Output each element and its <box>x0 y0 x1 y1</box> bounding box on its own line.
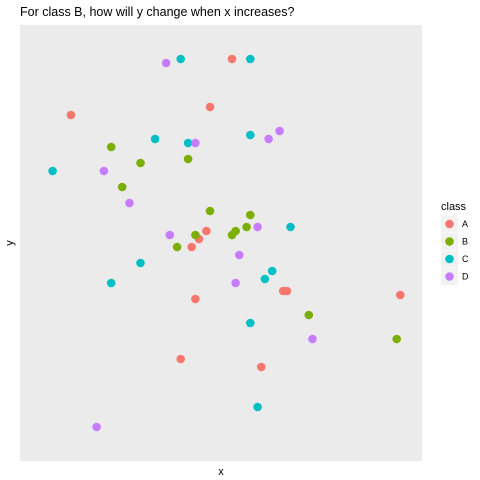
point-class-c-2 <box>246 54 255 64</box>
point-class-d-12 <box>92 422 101 432</box>
point-class-b-6 <box>246 210 255 220</box>
point-class-a-11 <box>176 354 185 364</box>
point-class-b-9 <box>227 230 237 240</box>
point-class-d-9 <box>235 250 244 260</box>
point-class-c-4 <box>183 138 193 148</box>
point-class-b-3 <box>183 154 193 164</box>
point-class-c-8 <box>136 258 145 268</box>
point-class-a-10 <box>396 290 405 300</box>
legend-label-d: D <box>462 272 469 282</box>
point-class-c-6 <box>48 166 57 176</box>
point-class-c-11 <box>106 278 116 288</box>
legend-label-c: C <box>462 254 469 264</box>
point-class-c-13 <box>253 402 262 412</box>
point-class-d-8 <box>253 222 262 232</box>
point-class-a-8 <box>278 286 288 296</box>
point-class-d-6 <box>125 198 134 208</box>
point-class-b-11 <box>172 242 182 252</box>
point-class-a-3 <box>66 110 76 120</box>
point-class-d-11 <box>308 334 317 344</box>
point-class-a-2 <box>205 102 215 112</box>
legend-label-b: B <box>462 237 468 247</box>
point-class-b-1 <box>106 142 116 152</box>
point-class-b-4 <box>117 182 127 192</box>
point-class-b-13 <box>392 334 402 344</box>
legend-title: class <box>441 201 467 213</box>
point-class-d-10 <box>231 278 240 288</box>
point-class-b-5 <box>205 206 215 216</box>
point-class-b-12 <box>304 310 314 320</box>
points-layer <box>48 54 405 432</box>
point-class-b-2 <box>136 158 145 168</box>
point-class-d-5 <box>99 166 109 176</box>
point-class-c-1 <box>176 54 185 64</box>
x-axis-label: x <box>218 466 224 478</box>
point-class-c-10 <box>260 274 270 284</box>
point-class-d-3 <box>264 134 273 144</box>
chart-title: For class B, how will y change when x in… <box>20 5 294 19</box>
legend-marker-d <box>445 272 454 281</box>
point-class-b-10 <box>191 230 200 240</box>
point-class-a-6 <box>187 242 196 252</box>
point-class-c-3 <box>150 134 160 144</box>
legend-label-a: A <box>462 219 468 229</box>
legend-marker-a <box>445 219 454 229</box>
point-class-a-12 <box>257 362 266 372</box>
point-class-a-1 <box>227 54 237 64</box>
point-class-c-9 <box>267 266 277 276</box>
point-class-c-5 <box>246 130 255 140</box>
point-class-c-12 <box>246 318 255 328</box>
point-class-d-4 <box>191 138 200 148</box>
point-class-a-9 <box>191 294 200 304</box>
point-class-b-7 <box>242 222 251 232</box>
y-axis-label: y <box>4 240 16 246</box>
point-class-c-7 <box>286 222 295 232</box>
legend-marker-b <box>445 237 454 246</box>
point-class-d-7 <box>165 230 175 240</box>
legend-marker-c <box>445 254 454 264</box>
point-class-a-4 <box>202 226 211 236</box>
point-class-d-1 <box>161 58 171 68</box>
point-class-d-2 <box>275 126 284 136</box>
plot-panel <box>20 25 422 461</box>
